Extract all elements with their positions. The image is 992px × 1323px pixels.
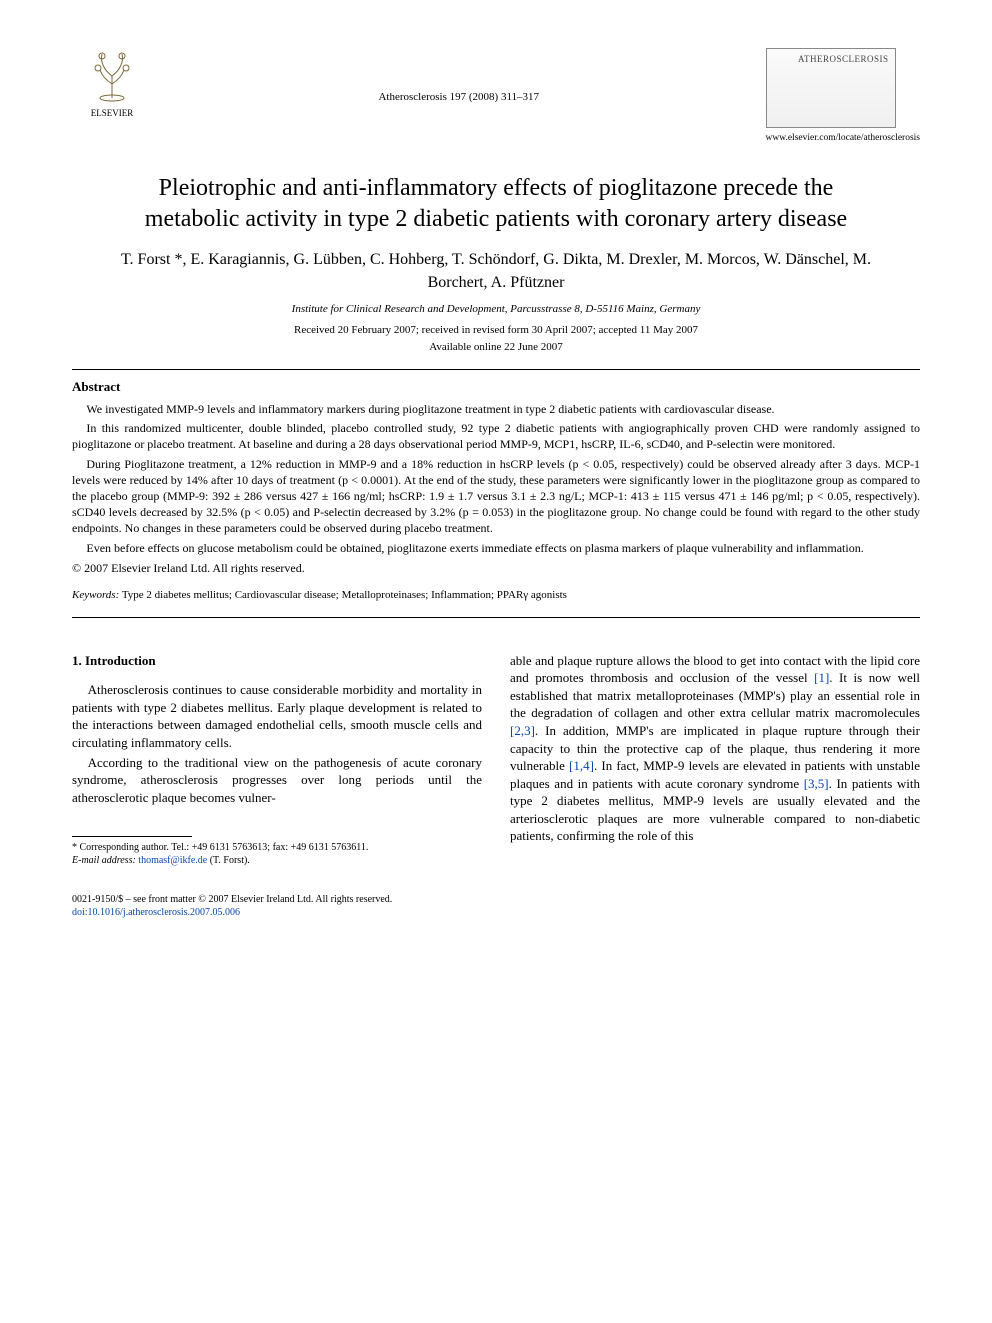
abstract-p4: Even before effects on glucose metabolis… bbox=[72, 540, 920, 556]
header-row: ELSEVIER Atherosclerosis 197 (2008) 311–… bbox=[72, 48, 920, 145]
publisher-logo: ELSEVIER bbox=[72, 48, 152, 128]
email-link[interactable]: thomasf@ikfe.de bbox=[136, 855, 207, 866]
abstract-heading: Abstract bbox=[72, 378, 920, 396]
footnote-email-line: E-mail address: thomasf@ikfe.de (T. Fors… bbox=[72, 854, 482, 867]
footer-issn: 0021-9150/$ – see front matter © 2007 El… bbox=[72, 893, 920, 906]
keywords-label: Keywords: bbox=[72, 589, 119, 601]
page-footer: 0021-9150/$ – see front matter © 2007 El… bbox=[72, 893, 920, 919]
keywords-text: Type 2 diabetes mellitus; Cardiovascular… bbox=[119, 589, 567, 601]
introduction-heading: 1. Introduction bbox=[72, 652, 482, 670]
corresponding-author-footnote: * Corresponding author. Tel.: +49 6131 5… bbox=[72, 841, 482, 867]
abstract-section: Abstract We investigated MMP-9 levels an… bbox=[72, 378, 920, 576]
intro-p2b: able and plaque rupture allows the blood… bbox=[510, 652, 920, 845]
email-label: E-mail address: bbox=[72, 855, 136, 866]
abstract-copyright: © 2007 Elsevier Ireland Ltd. All rights … bbox=[72, 560, 920, 576]
ref-3-5[interactable]: [3,5] bbox=[804, 776, 829, 791]
rule-above-abstract bbox=[72, 369, 920, 370]
citation-line: Atherosclerosis 197 (2008) 311–317 bbox=[152, 48, 766, 105]
intro-p2a: According to the traditional view on the… bbox=[72, 754, 482, 807]
journal-name: ATHEROSCLEROSIS bbox=[773, 53, 889, 65]
dates-online: Available online 22 June 2007 bbox=[72, 340, 920, 355]
right-column: able and plaque rupture allows the blood… bbox=[510, 652, 920, 867]
keywords-line: Keywords: Type 2 diabetes mellitus; Card… bbox=[72, 588, 920, 603]
rule-below-keywords bbox=[72, 617, 920, 618]
ref-2-3[interactable]: [2,3] bbox=[510, 723, 535, 738]
abstract-p1: We investigated MMP-9 levels and inflamm… bbox=[72, 401, 920, 417]
affiliation: Institute for Clinical Research and Deve… bbox=[72, 302, 920, 317]
author-list: T. Forst *, E. Karagiannis, G. Lübben, C… bbox=[112, 249, 880, 294]
journal-box-wrap: ATHEROSCLEROSIS www.elsevier.com/locate/… bbox=[766, 48, 921, 145]
left-column: 1. Introduction Atherosclerosis continue… bbox=[72, 652, 482, 867]
abstract-p3: During Pioglitazone treatment, a 12% red… bbox=[72, 456, 920, 537]
elsevier-tree-icon bbox=[84, 48, 140, 107]
dates-received: Received 20 February 2007; received in r… bbox=[72, 323, 920, 338]
footnote-line1: * Corresponding author. Tel.: +49 6131 5… bbox=[72, 841, 482, 854]
journal-url: www.elsevier.com/locate/atherosclerosis bbox=[766, 132, 921, 145]
ref-1[interactable]: [1] bbox=[814, 670, 829, 685]
intro-p1: Atherosclerosis continues to cause consi… bbox=[72, 681, 482, 751]
email-after: (T. Forst). bbox=[207, 855, 250, 866]
footer-doi[interactable]: doi:10.1016/j.atherosclerosis.2007.05.00… bbox=[72, 906, 920, 919]
ref-1-4[interactable]: [1,4] bbox=[569, 758, 594, 773]
publisher-name: ELSEVIER bbox=[91, 107, 134, 119]
body-columns: 1. Introduction Atherosclerosis continue… bbox=[72, 652, 920, 867]
article-title: Pleiotrophic and anti-inflammatory effec… bbox=[112, 173, 880, 235]
footnote-rule bbox=[72, 836, 192, 837]
journal-cover-thumbnail: ATHEROSCLEROSIS bbox=[766, 48, 896, 128]
abstract-p2: In this randomized multicenter, double b… bbox=[72, 420, 920, 452]
